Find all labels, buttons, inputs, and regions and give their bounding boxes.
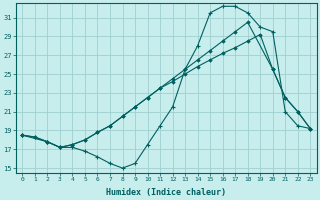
- X-axis label: Humidex (Indice chaleur): Humidex (Indice chaleur): [106, 188, 226, 197]
